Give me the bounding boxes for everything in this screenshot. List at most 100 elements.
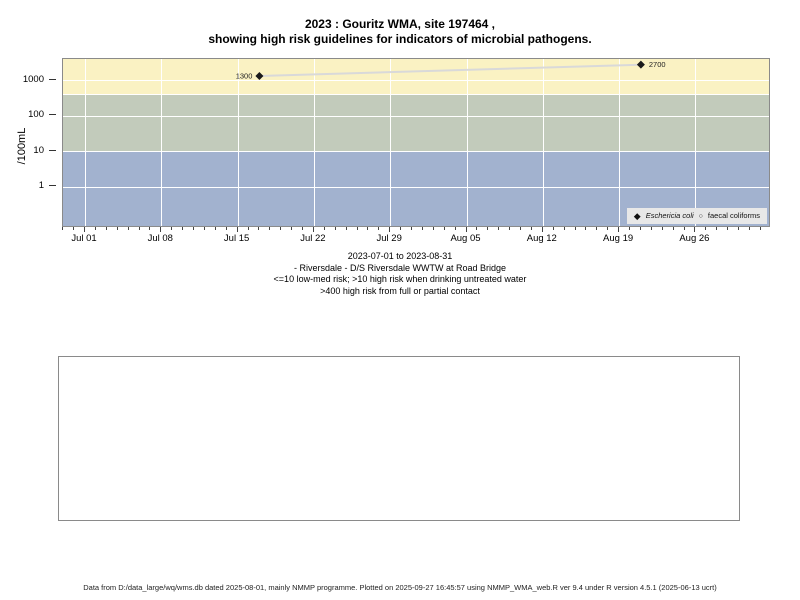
x-axis-minor-tick (94, 227, 96, 230)
x-axis-major-tick (236, 227, 238, 232)
caption-guideline-2: >400 high risk from full or partial cont… (320, 285, 480, 296)
x-axis-minor-tick (62, 227, 64, 230)
x-axis-minor-tick (552, 227, 554, 230)
x-axis-minor-tick (105, 227, 107, 230)
x-axis-minor-tick (454, 227, 456, 230)
data-point-label: 2700 (649, 60, 666, 69)
vertical-gridline (85, 59, 86, 226)
x-axis-minor-tick (498, 227, 500, 230)
y-axis-tick-label: 1000 (22, 73, 44, 85)
x-axis-minor-tick (193, 227, 194, 230)
caption-site-description: - Riversdale - D/S Riversdale WWTW at Ro… (293, 262, 507, 273)
x-axis-major-tick (84, 227, 85, 232)
legend-label-ecoli: Eschericia coli (645, 211, 694, 220)
x-axis-minor-tick (748, 227, 750, 230)
horizontal-gridline (63, 186, 769, 188)
x-axis-minor-tick (356, 227, 358, 230)
x-axis-minor-tick (400, 227, 402, 230)
x-axis-minor-tick (345, 227, 347, 230)
horizontal-gridline (63, 115, 769, 117)
vertical-gridline (237, 59, 239, 226)
x-axis-minor-tick (378, 227, 380, 230)
x-axis-tick-label: Jul 22 (300, 233, 326, 244)
vertical-gridline (390, 59, 392, 226)
x-axis-tick-label: Aug 12 (526, 233, 557, 244)
risk-band-high-risk-contact (63, 59, 769, 95)
x-axis-tick-label: Aug 05 (450, 233, 481, 244)
open-circle-marker-icon: ○ (698, 212, 703, 220)
x-axis-minor-tick (432, 227, 434, 230)
x-axis-minor-tick (585, 227, 587, 230)
x-axis-minor-tick (280, 227, 282, 230)
x-axis-tick-label: Aug 26 (679, 233, 710, 244)
x-axis-major-tick (465, 227, 467, 232)
x-axis-minor-tick (334, 227, 336, 230)
x-axis-tick-label: Jul 01 (71, 233, 97, 244)
caption-guideline-1: <=10 low-med risk; >10 high risk when dr… (273, 274, 527, 284)
x-axis-minor-tick (214, 227, 216, 230)
series-plot: 1300 2700 (236, 60, 666, 80)
x-axis-minor-tick (138, 227, 140, 230)
x-axis-tick-label: Jul 29 (376, 233, 402, 244)
x-axis-tick-label: Jul 15 (223, 233, 250, 244)
x-axis-minor-tick (411, 227, 412, 230)
x-axis-minor-tick (127, 227, 129, 230)
x-axis-major-tick (618, 227, 620, 232)
x-axis-minor-tick (683, 227, 685, 230)
x-axis-minor-tick (367, 227, 369, 230)
vertical-gridline (466, 59, 468, 226)
x-axis-minor-tick (476, 227, 478, 230)
horizontal-gridline (63, 151, 769, 152)
x-axis-minor-tick (607, 227, 609, 230)
x-axis-minor-tick (509, 227, 511, 230)
empty-panel (58, 356, 740, 521)
x-axis-minor-tick (247, 227, 249, 230)
risk-band-high-risk-drinking (63, 94, 769, 151)
x-axis-minor-tick (639, 227, 641, 230)
x-axis-minor-tick (182, 227, 184, 230)
x-axis-minor-tick (116, 227, 118, 230)
x-axis-minor-tick (738, 227, 739, 230)
x-axis-major-tick (541, 227, 543, 232)
x-axis-minor-tick (291, 227, 293, 230)
x-axis-minor-tick (563, 227, 565, 230)
vertical-gridline (542, 59, 544, 226)
chart-title-line1: 2023 : Gouritz WMA, site 197464 , (304, 17, 496, 31)
x-axis-minor-tick (520, 227, 521, 230)
x-axis-minor-tick (705, 227, 707, 230)
data-point-label: 1300 (236, 71, 253, 80)
x-axis-minor-tick (258, 227, 260, 230)
x-axis-minor-tick (225, 227, 227, 230)
horizontal-gridline (63, 94, 769, 96)
data-point-marker (636, 60, 645, 69)
horizontal-gridline (63, 80, 769, 81)
x-axis-minor-tick (596, 227, 598, 230)
y-axis-tick-label: 100 (28, 109, 44, 120)
x-axis-minor-tick (672, 227, 674, 230)
x-axis-minor-tick (323, 227, 325, 230)
x-axis-tick-label: Aug 19 (603, 233, 634, 244)
x-axis-minor-tick (650, 227, 652, 230)
x-axis-major-tick (312, 227, 314, 232)
caption-date-range: 2023-07-01 to 2023-08-31 (347, 251, 453, 261)
x-axis-minor-tick (574, 227, 576, 230)
x-axis-minor-tick (302, 227, 303, 230)
x-axis-minor-tick (171, 227, 173, 230)
vertical-gridline (695, 59, 697, 226)
vertical-gridline (619, 59, 621, 226)
vertical-gridline (313, 59, 315, 226)
x-axis-tick-label: Jul 08 (147, 233, 173, 244)
chart-caption: 2023-07-01 to 2023-08-31 - Riversdale - … (0, 251, 800, 297)
series-line (259, 63, 641, 77)
y-axis-tick (49, 149, 56, 151)
footer-note: Data from D:/data_large/wq/wms.db dated … (83, 583, 717, 592)
data-point-marker (255, 71, 264, 80)
y-axis-tick-label: 1 (38, 180, 44, 191)
x-axis-minor-tick (203, 227, 205, 230)
chart-title-line2: showing high risk guidelines for indicat… (208, 32, 592, 46)
chart-panel: 1300 2700 ◆ Eschericia coli ○ faecal coli… (62, 58, 770, 227)
x-axis-minor-tick (487, 227, 489, 230)
x-axis-minor-tick (661, 227, 663, 230)
x-axis-minor-tick (149, 227, 151, 230)
